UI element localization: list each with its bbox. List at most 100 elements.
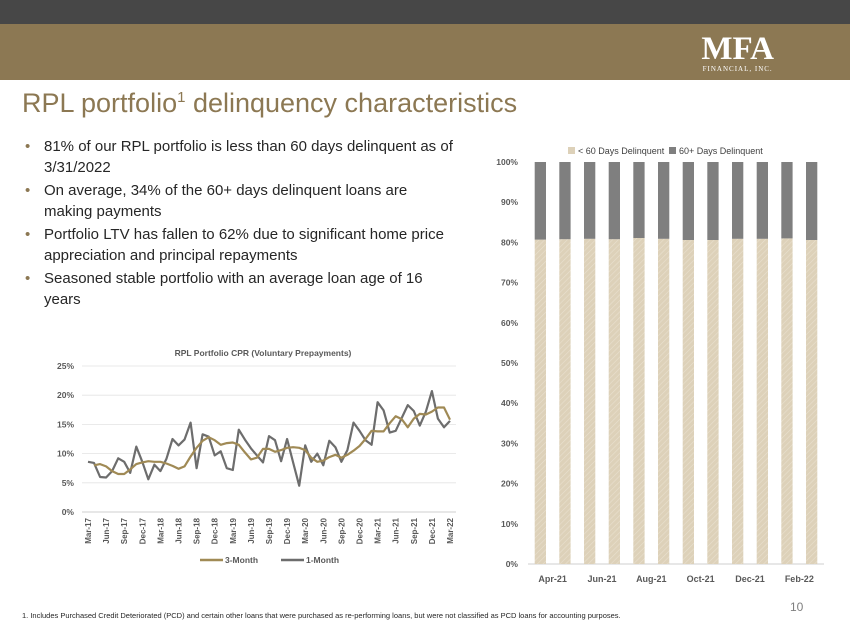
bar-segment-60plus xyxy=(732,162,744,239)
y-axis-ticks: 0% 10% 20% 30% 40% 50% 60% 70% 80% 90% 100% xyxy=(496,157,518,569)
bar-segment-lt60 xyxy=(806,240,818,564)
y-tick-label: 20% xyxy=(57,390,74,400)
bullet-dot-icon: • xyxy=(25,270,31,287)
x-axis-ticks: Mar-17 Jun-17 Sep-17 Dec-17 Mar-18 Jun-18 Sep-… xyxy=(84,517,455,544)
legend-label-1-month: 1-Month xyxy=(306,555,339,565)
x-tick-label: Sep-20 xyxy=(337,517,346,544)
bar-segment-60plus xyxy=(707,162,719,240)
x-tick-label: Aug-21 xyxy=(636,574,667,584)
legend-label-lt60: < 60 Days Delinquent xyxy=(578,146,665,156)
x-tick-label: Dec-18 xyxy=(211,517,220,544)
x-tick-label: Apr-21 xyxy=(538,574,567,584)
x-tick-label: Oct-21 xyxy=(687,574,715,584)
bar-segment-lt60 xyxy=(559,239,571,564)
bar-segment-60plus xyxy=(584,162,596,239)
y-tick-label: 0% xyxy=(506,559,519,569)
x-tick-label: Dec-20 xyxy=(356,517,365,544)
x-tick-label: Dec-17 xyxy=(138,517,147,544)
y-tick-label: 5% xyxy=(62,478,75,488)
y-tick-label: 25% xyxy=(57,361,74,371)
footnote: 1. Includes Purchased Credit Deteriorate… xyxy=(22,611,621,620)
logo-subtitle: FINANCIAL, INC. xyxy=(702,65,773,73)
bullet-item: • 81% of our RPL portfolio is less than 6… xyxy=(25,136,457,178)
top-dark-band xyxy=(0,0,850,24)
x-tick-label: Dec-19 xyxy=(283,517,292,544)
y-tick-label: 20% xyxy=(501,479,518,489)
bullet-item: • On average, 34% of the 60+ days delinqu… xyxy=(25,180,457,222)
bullet-dot-icon: • xyxy=(25,138,31,155)
legend-label-3-month: 3-Month xyxy=(225,555,258,565)
x-tick-label: Feb-22 xyxy=(785,574,814,584)
x-tick-label: Jun-20 xyxy=(319,517,328,543)
x-tick-label: Sep-17 xyxy=(120,517,129,544)
logo-mark: MFA xyxy=(701,31,774,67)
chart-bars xyxy=(534,162,818,565)
cpr-line-chart: RPL Portfolio CPR (Voluntary Prepayments… xyxy=(57,348,456,565)
y-tick-label: 15% xyxy=(57,419,74,429)
bar-segment-lt60 xyxy=(534,239,546,564)
bar-segment-lt60 xyxy=(781,238,793,564)
bar-segment-lt60 xyxy=(658,238,670,565)
chart-series xyxy=(87,389,451,487)
chart-title: RPL Portfolio CPR (Voluntary Prepayments… xyxy=(175,348,352,358)
x-tick-label: Sep-18 xyxy=(193,517,202,544)
x-tick-label: Dec-21 xyxy=(735,574,765,584)
y-tick-label: 90% xyxy=(501,197,518,207)
x-tick-label: Jun-18 xyxy=(175,517,184,543)
bar-segment-60plus xyxy=(534,162,546,240)
x-tick-label: Jun-21 xyxy=(392,517,401,543)
bar-segment-lt60 xyxy=(608,239,620,564)
bar-segment-lt60 xyxy=(584,238,596,565)
bar-segment-lt60 xyxy=(707,240,719,564)
title-rest: delinquency characteristics xyxy=(185,88,518,118)
bar-segment-lt60 xyxy=(682,240,694,564)
x-tick-label: Mar-22 xyxy=(446,517,455,543)
bar-segment-60plus xyxy=(806,162,818,240)
bar-segment-60plus xyxy=(608,162,620,240)
bullet-text: Seasoned stable portfolio with an averag… xyxy=(44,270,423,308)
y-tick-label: 70% xyxy=(501,278,518,288)
x-tick-label: Mar-18 xyxy=(156,517,165,543)
bullet-list: • 81% of our RPL portfolio is less than 6… xyxy=(25,136,457,312)
x-tick-label: Mar-21 xyxy=(374,517,383,543)
header-gold-band xyxy=(0,24,850,80)
delinquency-bar-chart: < 60 Days Delinquent 60+ Days Delinquent… xyxy=(496,146,824,584)
company-logo: MFA FINANCIAL, INC. xyxy=(701,31,774,74)
bar-segment-60plus xyxy=(756,162,768,239)
bullet-dot-icon: • xyxy=(25,226,31,243)
bar-segment-lt60 xyxy=(633,238,645,564)
bullet-item: • Portfolio LTV has fallen to 62% due to … xyxy=(25,224,457,266)
y-axis-ticks: 0% 5% 10% 15% 20% 25% xyxy=(57,361,74,517)
x-tick-label: Sep-19 xyxy=(265,517,274,544)
bar-segment-lt60 xyxy=(732,238,744,565)
bar-segment-60plus xyxy=(559,162,571,240)
x-tick-label: Mar-17 xyxy=(84,517,93,543)
bar-segment-60plus xyxy=(781,162,793,239)
y-tick-label: 10% xyxy=(57,449,74,459)
bullet-dot-icon: • xyxy=(25,182,31,199)
y-tick-label: 50% xyxy=(501,358,518,368)
page-number: 10 xyxy=(790,600,804,614)
x-tick-label: Jun-19 xyxy=(247,517,256,543)
legend-swatch-60plus xyxy=(669,147,676,154)
legend-swatch-lt60 xyxy=(568,147,575,154)
y-tick-label: 80% xyxy=(501,237,518,247)
chart-legend: 3-Month 1-Month xyxy=(200,555,339,565)
series-line-1-month xyxy=(87,389,451,487)
bar-segment-lt60 xyxy=(756,238,768,565)
bar-segment-60plus xyxy=(658,162,670,239)
title-main: RPL portfolio xyxy=(22,88,178,118)
bar-segment-60plus xyxy=(633,162,645,238)
x-tick-label: Mar-20 xyxy=(301,517,310,543)
bullet-text: 81% of our RPL portfolio is less than 60… xyxy=(44,138,453,176)
y-tick-label: 100% xyxy=(496,157,518,167)
legend-label-60plus: 60+ Days Delinquent xyxy=(679,146,763,156)
x-tick-label: Jun-17 xyxy=(102,517,111,543)
bullet-text: On average, 34% of the 60+ days delinque… xyxy=(44,182,408,220)
chart-gridlines xyxy=(82,365,456,513)
y-tick-label: 10% xyxy=(501,519,518,529)
x-axis-ticks: Apr-21 Jun-21 Aug-21 Oct-21 Dec-21 Feb-22 xyxy=(538,574,813,584)
bullet-item: • Seasoned stable portfolio with an avera… xyxy=(25,268,457,310)
series-line-3-month xyxy=(93,406,451,476)
x-tick-label: Sep-21 xyxy=(410,517,419,544)
